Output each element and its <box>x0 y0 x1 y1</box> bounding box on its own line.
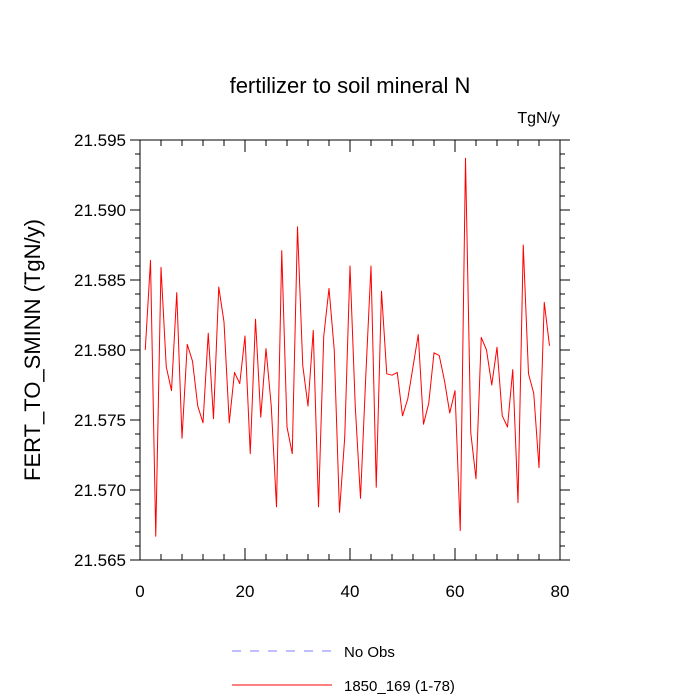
y-tick-label: 21.595 <box>74 131 126 150</box>
x-tick-label: 40 <box>341 582 360 601</box>
ticks-layer <box>130 139 570 561</box>
series-layer <box>144 157 550 537</box>
y-tick-label: 21.585 <box>74 271 126 290</box>
y-tick-label: 21.590 <box>74 201 126 220</box>
y-tick-label: 21.580 <box>74 341 126 360</box>
x-tick-label: 80 <box>551 582 570 601</box>
series-line-0 <box>144 157 550 537</box>
labels-layer: 0 20 40 60 80 21.565 21.570 21.575 21.580 21.585 2… <box>74 131 569 601</box>
y-tick-label: 21.570 <box>74 481 126 500</box>
legend-label-run: 1850_169 (1-78) <box>344 678 455 695</box>
units-label: TgN/y <box>517 110 560 127</box>
x-tick-label: 20 <box>236 582 255 601</box>
legend-label-no-obs: No Obs <box>344 644 395 661</box>
plot-frame <box>139 139 561 561</box>
x-tick-label: 0 <box>135 582 144 601</box>
y-tick-label: 21.575 <box>74 411 126 430</box>
chart-title: fertilizer to soil mineral N <box>230 73 471 98</box>
y-axis-title: FERT_TO_SMINN (TgN/y) <box>20 219 45 481</box>
y-tick-label: 21.565 <box>74 551 126 570</box>
legend: No Obs 1850_169 (1-78) <box>232 644 455 695</box>
x-tick-label: 60 <box>446 582 465 601</box>
